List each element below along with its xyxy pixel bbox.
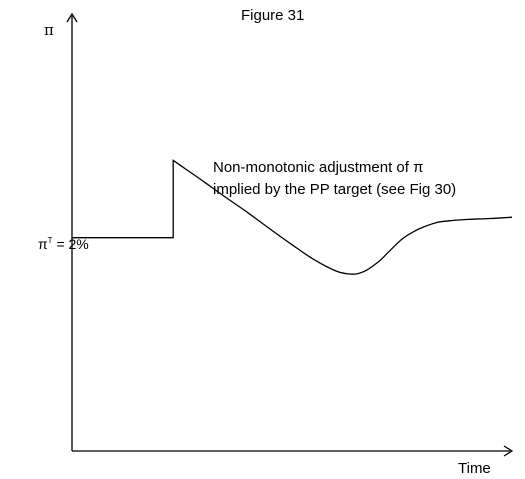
annotation-line-2: implied by the PP target (see Fig 30) xyxy=(213,181,457,198)
inflation-target-label: πT = 2% xyxy=(38,236,89,252)
inflation-series-line xyxy=(72,159,513,275)
target-value: = 2% xyxy=(52,236,89,252)
chart-title: Figure 31 xyxy=(241,7,305,24)
y-axis-arrow xyxy=(66,12,78,23)
y-axis-label: π xyxy=(44,21,54,39)
target-symbol: π xyxy=(38,236,48,252)
annotation: Non-monotonic adjustment of π implied by… xyxy=(213,157,456,201)
axes xyxy=(66,12,514,457)
x-axis-arrow xyxy=(503,445,514,457)
annotation-line-1: Non-monotonic adjustment of π xyxy=(213,159,424,176)
target-superscript: T xyxy=(47,236,53,245)
x-axis-label: Time xyxy=(458,460,491,477)
